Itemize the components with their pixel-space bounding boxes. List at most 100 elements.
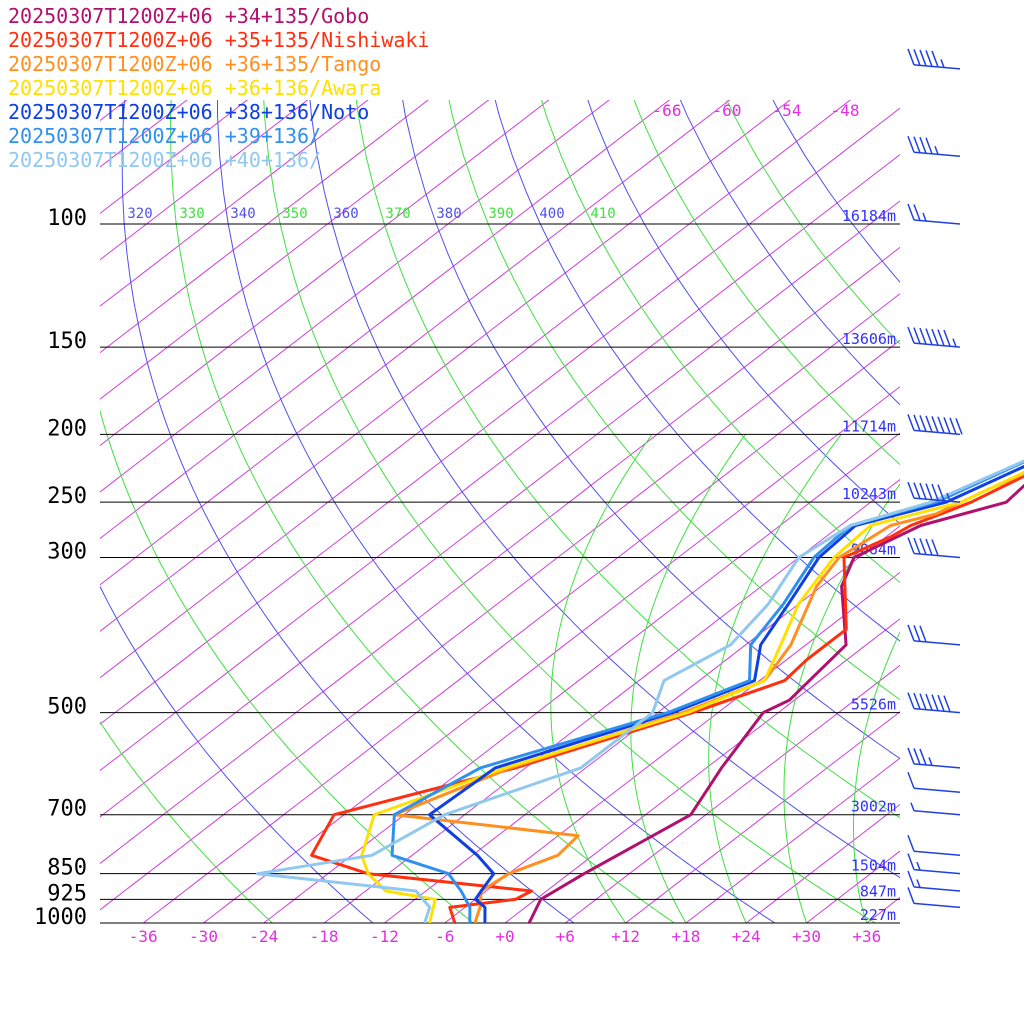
wind-barb [907,853,961,875]
wind-barb [907,692,961,714]
x-tick-label: +18 [671,927,700,946]
isotherm-line [444,571,900,923]
pressure-label: 500 [47,695,87,720]
pressure-label: 100 [47,206,87,231]
wind-barb [907,870,961,892]
x-tick-label: -6 [435,927,454,946]
pressure-label: 300 [47,540,87,565]
legend-entry: 20250307T1200Z+06 +39+136/ [8,124,322,148]
height-label: 16184m [842,207,896,225]
wind-barb [907,203,961,225]
height-label: 5526m [851,696,896,714]
series-line-7 [256,459,1024,923]
isotherm-line [323,478,900,923]
isotherm-line [384,525,900,923]
upper-isotherm-label: -54 [773,101,802,120]
theta-line [309,100,900,879]
moist-adiabat [708,434,842,923]
wind-barb [910,802,961,816]
x-tick-label: -18 [310,927,339,946]
theta-label: 400 [539,206,564,222]
upper-isotherm-label: -66 [653,101,682,120]
x-tick-label: +36 [852,927,881,946]
wind-barb [907,326,961,348]
x-tick-label: -24 [249,927,278,946]
upper-isotherm-label: -48 [831,101,860,120]
theta-line [679,100,900,406]
pressure-label: 250 [47,484,87,509]
theta-line [541,100,900,584]
moist-adiabat [853,630,900,923]
wind-barb [907,414,963,436]
theta-label: 340 [230,206,255,222]
series-group [256,459,1024,923]
theta-line [587,100,900,525]
pressure-label: 150 [47,329,87,354]
theta-line [217,100,776,923]
upper-isotherm-label: -60 [713,101,742,120]
wind-barb [907,887,961,909]
moist-adiabat [550,434,653,923]
pressure-label: 1000 [34,905,87,930]
legend-entry: 20250307T1200Z+06 +36+136/Awara [8,76,382,100]
theta-line [402,100,900,760]
isotherm-line [625,711,900,923]
x-tick-label: -12 [370,927,399,946]
height-label: 847m [860,882,896,900]
isotherm-line [927,0,1024,923]
legend: 20250307T1200Z+06 +34+135/Gobo 20250307T1… [8,4,429,172]
theta-line [100,721,274,923]
theta-line [100,585,374,923]
x-tick-label: +24 [732,927,761,946]
isotherm-line [987,0,1024,923]
theta-line [121,100,575,923]
theta-label: 350 [282,206,307,222]
theta-line [494,100,900,642]
x-tick-label: +0 [495,927,514,946]
wind-barb [907,48,961,70]
isotherm-line [745,803,900,923]
moist-adiabat [783,483,900,923]
isotherm-line [564,664,900,923]
theta-label: 390 [488,206,513,222]
legend-entry: 20250307T1200Z+06 +36+135/Tango [8,52,382,76]
series-line-3 [392,472,1024,923]
x-tick-label: +12 [611,927,640,946]
x-tick-label: +6 [556,927,575,946]
series-line-1 [527,483,1024,923]
theta-line [633,100,900,466]
series-line-6 [390,460,1024,923]
wind-barb [907,834,961,857]
isotherm-line [866,896,900,923]
theta-line [100,409,475,923]
pressure-label: 200 [47,416,87,441]
wind-barbs [907,48,963,909]
isotherm-line [685,757,900,923]
wind-barb [907,537,961,559]
theta-label: 380 [436,206,461,222]
height-label: 13606m [842,330,896,348]
height-label: 1504m [851,857,896,875]
theta-label: 360 [333,206,358,222]
height-label: 10243m [842,485,896,503]
x-tick-label: -30 [189,927,218,946]
theta-label: 370 [385,206,410,222]
pressure-label: 850 [47,856,87,881]
theta-line [169,100,676,923]
x-tick-label: -36 [129,927,158,946]
legend-entry: 20250307T1200Z+06 +35+135/Nishiwaki [8,28,430,52]
theta-label: 410 [590,206,615,222]
pressure-label: 700 [47,797,87,822]
moist-adiabat [630,434,746,923]
legend-entry: 20250307T1200Z+06 +38+136/Noto [8,100,370,124]
height-label: 227m [860,906,896,924]
series-line-5 [428,464,1024,923]
series-line-4 [360,470,1024,923]
legend-entry: 20250307T1200Z+06 +34+135/Gobo [8,4,370,28]
isotherm-line [504,618,900,923]
theta-line [355,100,900,819]
legend-entry: 20250307T1200Z+06 +40+136/ [8,148,322,172]
wind-barb [907,135,961,158]
theta-line [448,100,900,701]
